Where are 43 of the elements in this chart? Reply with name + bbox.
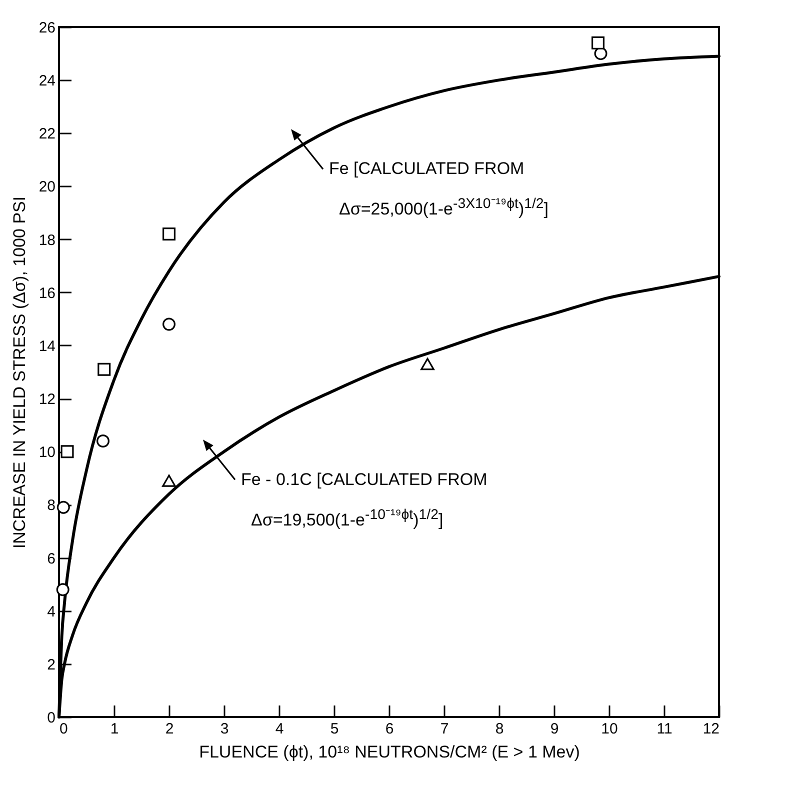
point — [162, 228, 176, 240]
x-tick-label: 0 — [60, 720, 68, 738]
point — [98, 362, 111, 376]
point — [56, 500, 70, 514]
x-tick-label: 10 — [601, 720, 618, 738]
point — [162, 474, 176, 487]
x-tick-label: 6 — [385, 720, 394, 738]
x-tick-label: 1 — [110, 720, 119, 738]
annotation: Δσ=19,500(1-e$^{-10⁻¹⁹ϕt}$)$^{1/2}$] — [251, 506, 444, 530]
y-tick-label: 8 — [47, 497, 56, 514]
x-tick-label: 4 — [275, 720, 284, 738]
x-tick-label: 5 — [330, 720, 339, 738]
point — [592, 36, 604, 50]
x-axis-title: FLUENCE (ϕt), 10¹⁸ NEUTRONS/CM² (E > 1 Mev) — [199, 742, 580, 762]
y-tick-label: 24 — [38, 72, 56, 90]
y-tick-label: 20 — [38, 178, 56, 196]
point — [96, 434, 110, 448]
point — [60, 445, 74, 458]
y-tick-label: 26 — [38, 20, 56, 36]
y-tick-label: 22 — [38, 126, 56, 143]
x-tick-label: 9 — [550, 720, 559, 738]
x-tick-label: 8 — [495, 720, 504, 738]
y-tick-label: 16 — [38, 284, 56, 302]
point — [56, 583, 70, 596]
y-tick-label: 10 — [38, 444, 56, 462]
annotation: Δσ=25,000(1-e$^{-3X10⁻¹⁹ϕt}$)$^{1/2}$] — [339, 195, 549, 220]
x-tick-label: 3 — [220, 720, 229, 738]
y-tick-label: 12 — [38, 391, 56, 408]
annotation: Fe - 0.1C [CALCULATED FROM — [241, 470, 488, 490]
y-axis-title: INCREASE IN YIELD STRESS (Δσ), 1000 PSI — [10, 196, 29, 549]
x-tick-label: 7 — [440, 720, 449, 738]
x-tick-label: 12 — [702, 720, 720, 738]
x-tick-label: 2 — [165, 720, 174, 738]
y-tick-label: 0 — [47, 710, 56, 726]
point — [162, 318, 176, 331]
point — [420, 358, 434, 370]
y-tick-label: 18 — [38, 232, 56, 249]
y-tick-label: 2 — [47, 656, 56, 674]
x-tick-label: 11 — [656, 720, 672, 738]
y-tick-label: 14 — [38, 338, 56, 355]
annotation: Fe [CALCULATED FROM — [329, 159, 524, 180]
y-tick-label: 4 — [47, 603, 56, 620]
y-tick-label: 6 — [47, 550, 56, 568]
